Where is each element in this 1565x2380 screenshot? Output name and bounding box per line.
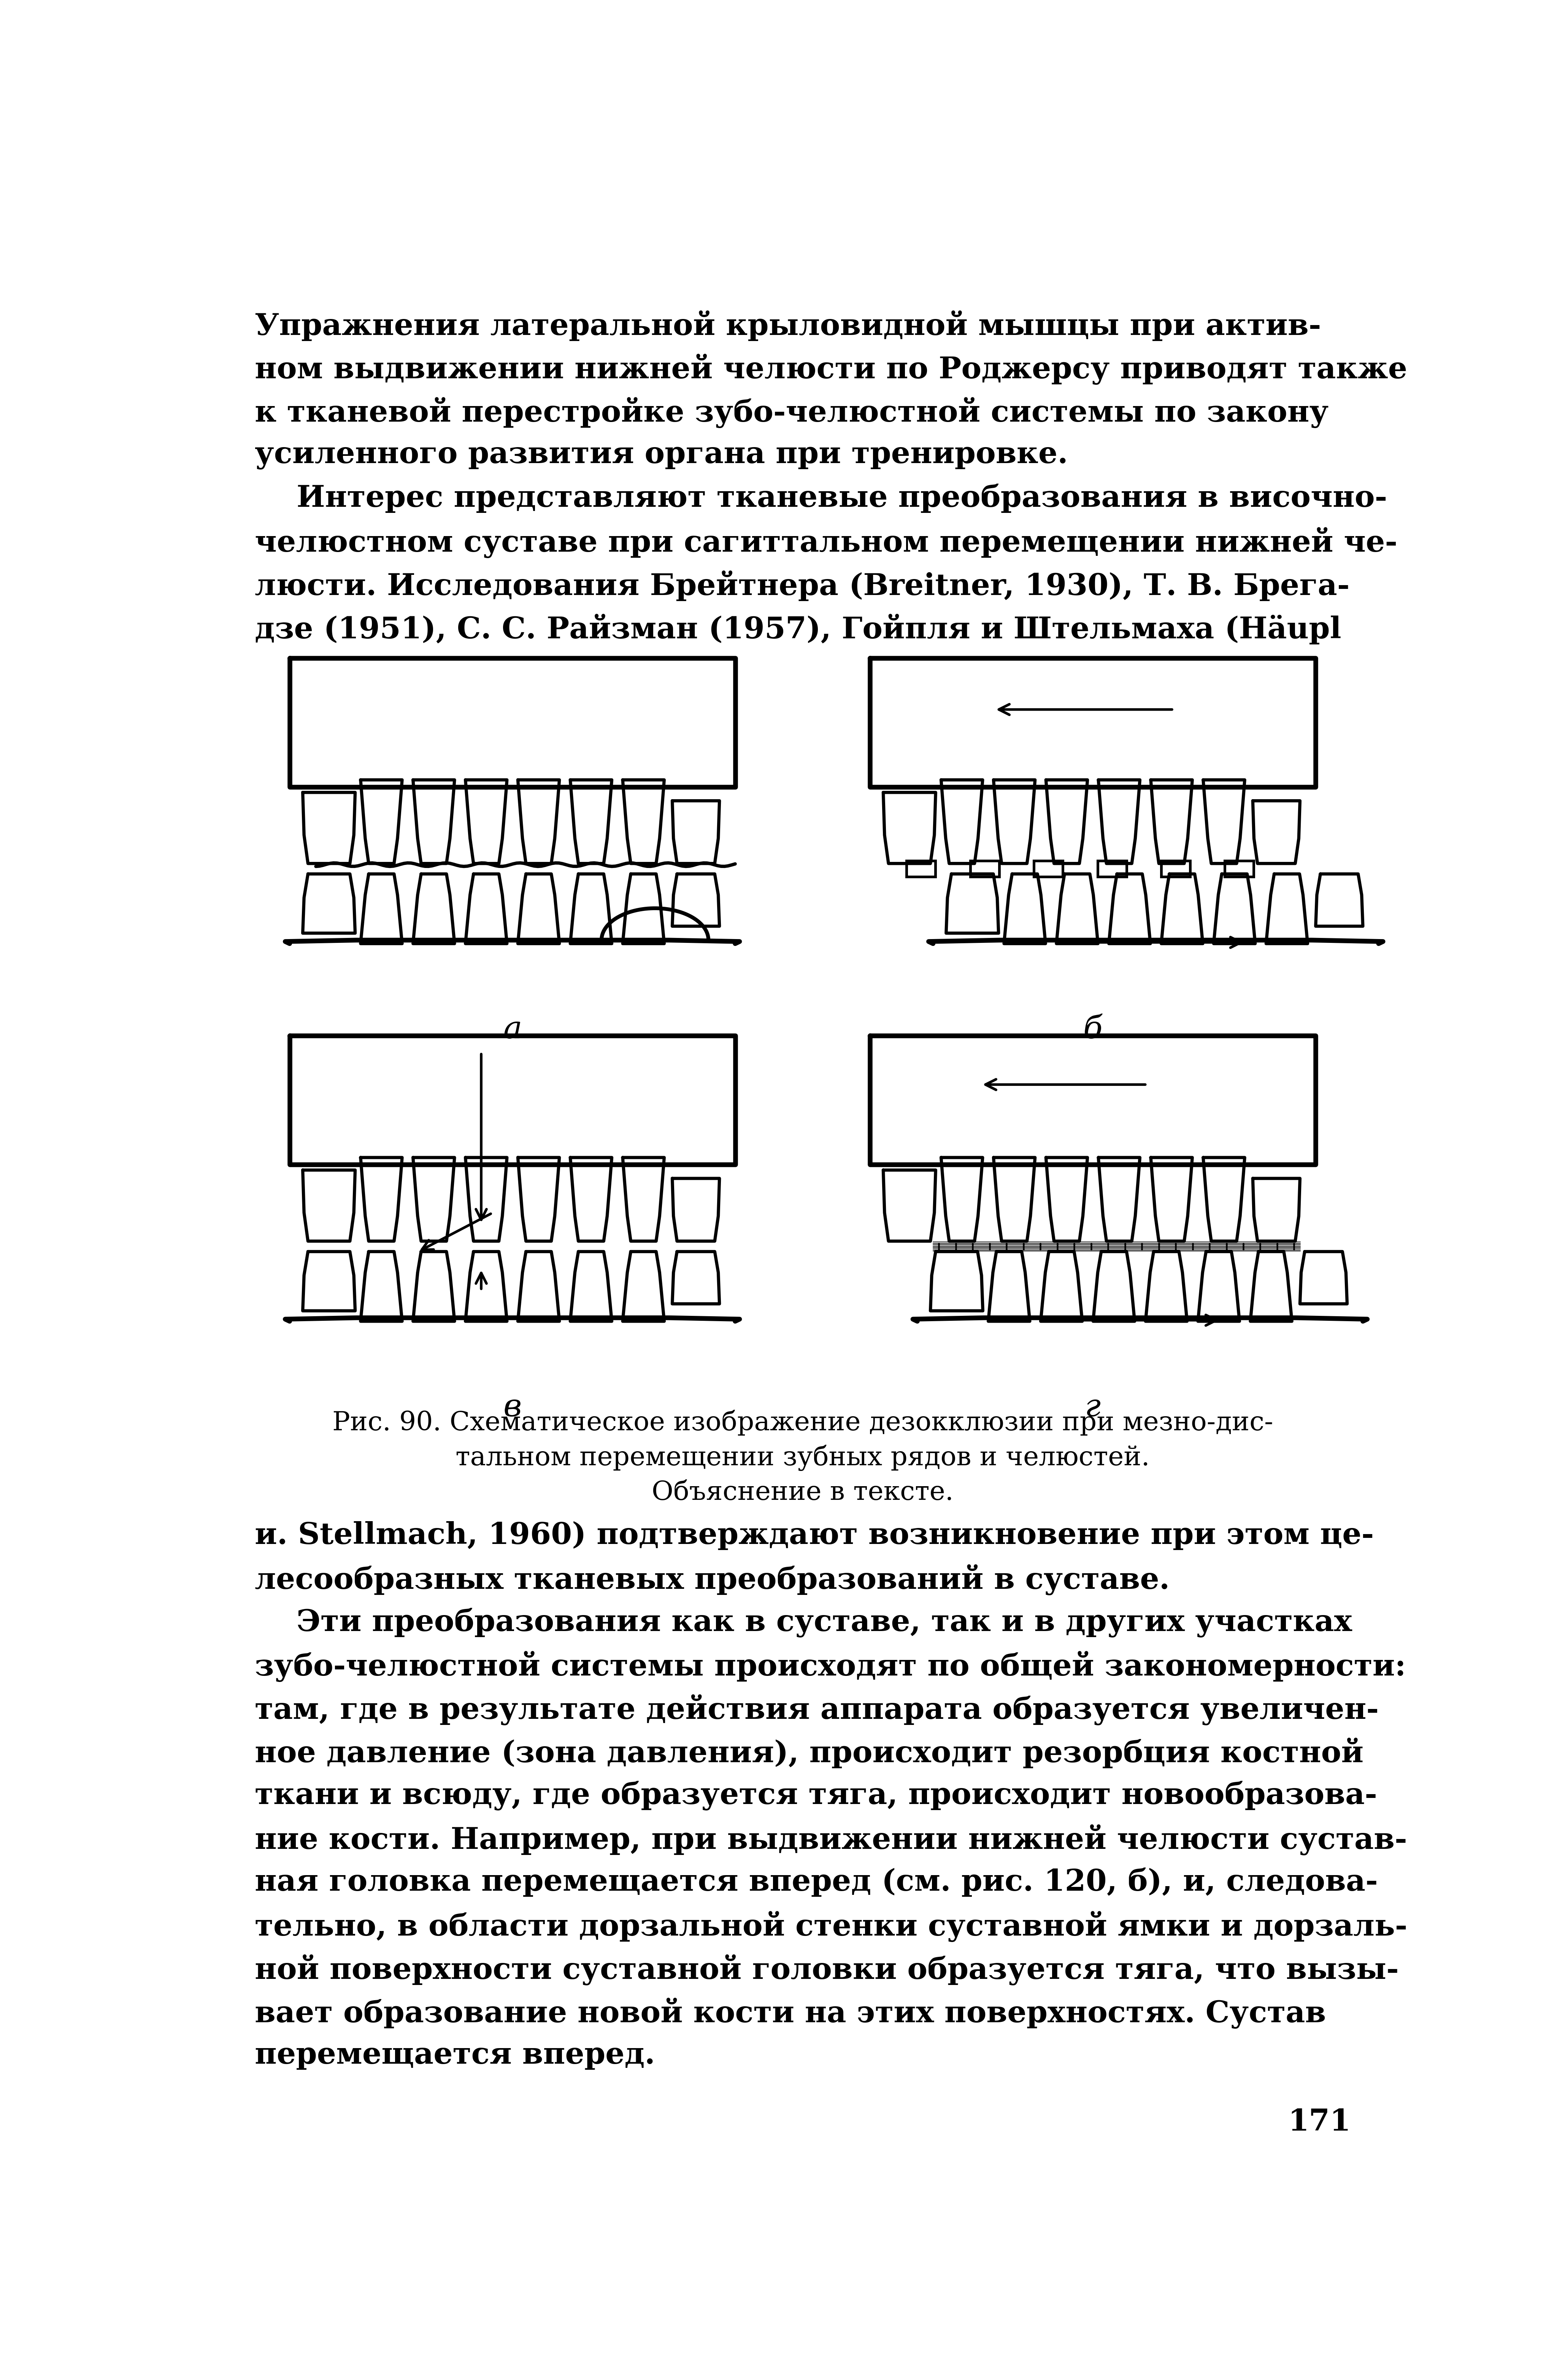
Text: в: в <box>504 1392 521 1423</box>
Text: ной поверхности суставной головки образуется тяга, что вызы-: ной поверхности суставной головки образу… <box>255 1954 1399 1985</box>
Bar <box>1161 862 1189 876</box>
Text: Рис. 90. Схематическое изображение дезокклюзии при мезно-дис-: Рис. 90. Схематическое изображение дезок… <box>332 1409 1272 1435</box>
Text: дзе (1951), С. С. Райзман (1957), Гойпля и Штельмаха (Häupl: дзе (1951), С. С. Райзман (1957), Гойпля… <box>255 614 1341 645</box>
Text: там, где в результате действия аппарата образуется увеличен-: там, где в результате действия аппарата … <box>255 1695 1379 1726</box>
Text: к тканевой перестройке зубо-челюстной системы по закону: к тканевой перестройке зубо-челюстной си… <box>255 397 1329 428</box>
Text: г: г <box>1085 1392 1100 1423</box>
Text: 171: 171 <box>1288 2109 1351 2137</box>
Text: ная головка перемещается вперед (см. рис. 120, б), и, следова-: ная головка перемещается вперед (см. рис… <box>255 1868 1377 1897</box>
Text: Эти преобразования как в суставе, так и в других участках: Эти преобразования как в суставе, так и … <box>255 1606 1352 1637</box>
Text: лесообразных тканевых преобразований в суставе.: лесообразных тканевых преобразований в с… <box>255 1564 1169 1595</box>
Bar <box>1225 862 1254 876</box>
Text: ном выдвижении нижней челюсти по Роджерсу приводят также: ном выдвижении нижней челюсти по Роджерс… <box>255 355 1407 386</box>
Text: тельно, в области дорзальной стенки суставной ямки и дорзаль-: тельно, в области дорзальной стенки суст… <box>255 1911 1407 1942</box>
Text: Объяснение в тексте.: Объяснение в тексте. <box>651 1480 953 1504</box>
Text: челюстном суставе при сагиттальном перемещении нижней че-: челюстном суставе при сагиттальном перем… <box>255 526 1398 557</box>
Text: б: б <box>1083 1014 1103 1045</box>
Text: усиленного развития органа при тренировке.: усиленного развития органа при тренировк… <box>255 440 1067 469</box>
Bar <box>1097 862 1127 876</box>
Text: и. Stellmach, 1960) подтверждают возникновение при этом це-: и. Stellmach, 1960) подтверждают возникн… <box>255 1521 1374 1549</box>
Text: вает образование новой кости на этих поверхностях. Сустав: вает образование новой кости на этих пов… <box>255 1997 1326 2028</box>
Bar <box>970 862 998 876</box>
Text: ние кости. Например, при выдвижении нижней челюсти сустав-: ние кости. Например, при выдвижении нижн… <box>255 1825 1407 1856</box>
Text: зубо-челюстной системы происходят по общей закономерности:: зубо-челюстной системы происходят по общ… <box>255 1652 1405 1683</box>
Text: Упражнения латеральной крыловидной мышцы при актив-: Упражнения латеральной крыловидной мышцы… <box>255 309 1321 340</box>
Bar <box>1034 862 1063 876</box>
Text: люсти. Исследования Брейтнера (Breitner, 1930), Т. В. Брега-: люсти. Исследования Брейтнера (Breitner,… <box>255 571 1349 602</box>
Text: а: а <box>502 1014 521 1045</box>
Text: тальном перемещении зубных рядов и челюстей.: тальном перемещении зубных рядов и челюс… <box>455 1445 1150 1471</box>
Bar <box>906 862 936 876</box>
Text: ное давление (зона давления), происходит резорбция костной: ное давление (зона давления), происходит… <box>255 1737 1363 1768</box>
Text: ткани и всюду, где образуется тяга, происходит новообразова-: ткани и всюду, где образуется тяга, прои… <box>255 1780 1377 1811</box>
Text: Интерес представляют тканевые преобразования в височно-: Интерес представляют тканевые преобразов… <box>255 483 1387 514</box>
Text: перемещается вперед.: перемещается вперед. <box>255 2042 654 2071</box>
